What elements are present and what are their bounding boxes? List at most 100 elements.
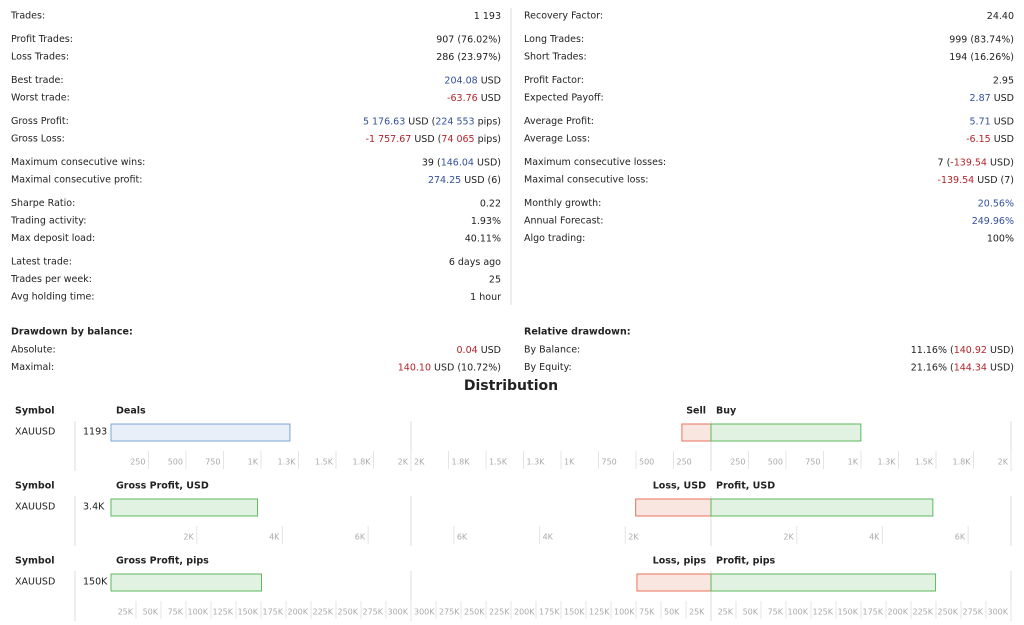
tick-label: 4K	[869, 533, 880, 542]
tick-label: 6K	[457, 533, 468, 542]
value-part: USD	[478, 345, 501, 356]
tick-label: 300K	[987, 608, 1008, 617]
tick-label: 1.5K	[915, 458, 934, 467]
value-part: 2.95	[993, 75, 1014, 86]
tick-label: 25K	[118, 608, 134, 617]
tick-label: 50K	[743, 608, 759, 617]
value-part: 249.96%	[972, 216, 1014, 227]
stat-value: 274.25 USD (6)	[428, 175, 501, 186]
value-part: -139.54	[938, 175, 975, 186]
tick-label: 75K	[768, 608, 784, 617]
tick-label: 75K	[639, 608, 655, 617]
tick-label: 2K	[998, 458, 1009, 467]
section-title: Distribution	[464, 378, 558, 394]
section-heading: Relative drawdown:	[524, 327, 631, 338]
stat-value: 39 (146.04 USD)	[422, 157, 501, 168]
stat-value: 1.93%	[471, 216, 501, 227]
value-part: 2.87	[970, 93, 991, 104]
value-part: 100%	[987, 233, 1014, 244]
stat-value: 0.04 USD	[457, 345, 501, 356]
value-part: USD (7)	[974, 175, 1014, 186]
tick-label: 1K	[848, 458, 859, 467]
tick-label: 250K	[937, 608, 958, 617]
stat-label: Recovery Factor:	[524, 11, 603, 22]
section-heading: Drawdown by balance:	[11, 327, 133, 338]
stat-label: Worst trade:	[11, 93, 70, 104]
stat-value: 140.10 USD (10.72%)	[398, 362, 501, 373]
value-part: USD)	[987, 345, 1014, 356]
tick-label: 275K	[962, 608, 983, 617]
value-part: USD (	[411, 134, 441, 145]
tick-label: 25K	[689, 608, 705, 617]
tick-label: 2K	[398, 458, 409, 467]
stat-label: Absolute:	[11, 345, 56, 356]
value-part: 0.22	[480, 198, 501, 209]
tick-label: 125K	[212, 608, 233, 617]
tick-label: 500	[768, 458, 783, 467]
bar	[710, 573, 937, 592]
tick-label: 1.5K	[489, 458, 508, 467]
value-part: 39 (	[422, 157, 441, 168]
tick-label: 2K	[183, 533, 194, 542]
tick-label: 50K	[143, 608, 159, 617]
tick-label: 1K	[564, 458, 575, 467]
stat-value: 5.71 USD	[970, 116, 1014, 127]
value-label: 150K	[83, 577, 108, 588]
category-label: XAUUSD	[15, 502, 55, 513]
tick-label: 175K	[539, 608, 560, 617]
tick-label: 250K	[337, 608, 358, 617]
series-header: Gross Profit, pips	[116, 556, 209, 567]
tick-label: 225K	[912, 608, 933, 617]
stat-value: -63.76 USD	[447, 93, 501, 104]
category-header: Symbol	[15, 406, 55, 417]
tick-label: 200K	[287, 608, 308, 617]
tick-label: 150K	[564, 608, 585, 617]
value-part: 1.93%	[471, 216, 501, 227]
tick-label: 1.8K	[953, 458, 972, 467]
value-part: 274.25	[428, 175, 461, 186]
stat-label: Trades per week:	[10, 274, 92, 285]
value-part: 194 (16.26%)	[949, 52, 1014, 63]
value-part: 5 176.63	[363, 116, 405, 127]
tick-label: 250	[730, 458, 745, 467]
tick-label: 100K	[614, 608, 635, 617]
tick-label: 2K	[414, 458, 425, 467]
tick-label: 2K	[783, 533, 794, 542]
stat-value: 100%	[987, 233, 1014, 244]
tick-label: 25K	[718, 608, 734, 617]
stat-label: Avg holding time:	[11, 292, 95, 303]
stat-label: Trading activity:	[10, 216, 86, 227]
stat-value: -6.15 USD	[966, 134, 1014, 145]
value-part: USD	[991, 116, 1014, 127]
stat-label: Max deposit load:	[11, 233, 95, 244]
value-part: 907 (76.02%)	[436, 34, 501, 45]
tick-label: 125K	[589, 608, 610, 617]
tick-label: 75K	[168, 608, 184, 617]
stat-value: 286 (23.97%)	[436, 52, 501, 63]
value-part: USD (10.72%)	[431, 362, 501, 373]
tick-label: 200K	[887, 608, 908, 617]
value-part: 144.34	[954, 362, 987, 373]
series-header: Profit, USD	[716, 481, 775, 492]
tick-label: 500	[168, 458, 183, 467]
value-part: USD (	[405, 116, 435, 127]
stat-label: Gross Loss:	[11, 134, 65, 145]
value-part: 0.04	[457, 345, 478, 356]
value-part: 999 (83.74%)	[949, 34, 1014, 45]
stat-label: By Equity:	[524, 362, 572, 373]
tick-label: 1.8K	[353, 458, 372, 467]
tick-label: 4K	[269, 533, 280, 542]
stat-value: 0.22	[480, 198, 501, 209]
value-part: USD	[478, 93, 501, 104]
tick-label: 1.8K	[452, 458, 471, 467]
stat-label: Short Trades:	[524, 52, 587, 63]
value-part: USD	[991, 93, 1014, 104]
tick-label: 175K	[862, 608, 883, 617]
stat-label: Expected Payoff:	[524, 93, 604, 104]
stat-value: -1 757.67 USD (74 065 pips)	[366, 134, 501, 145]
value-part: USD)	[474, 157, 501, 168]
tick-label: 225K	[489, 608, 510, 617]
value-part: 286 (23.97%)	[436, 52, 501, 63]
